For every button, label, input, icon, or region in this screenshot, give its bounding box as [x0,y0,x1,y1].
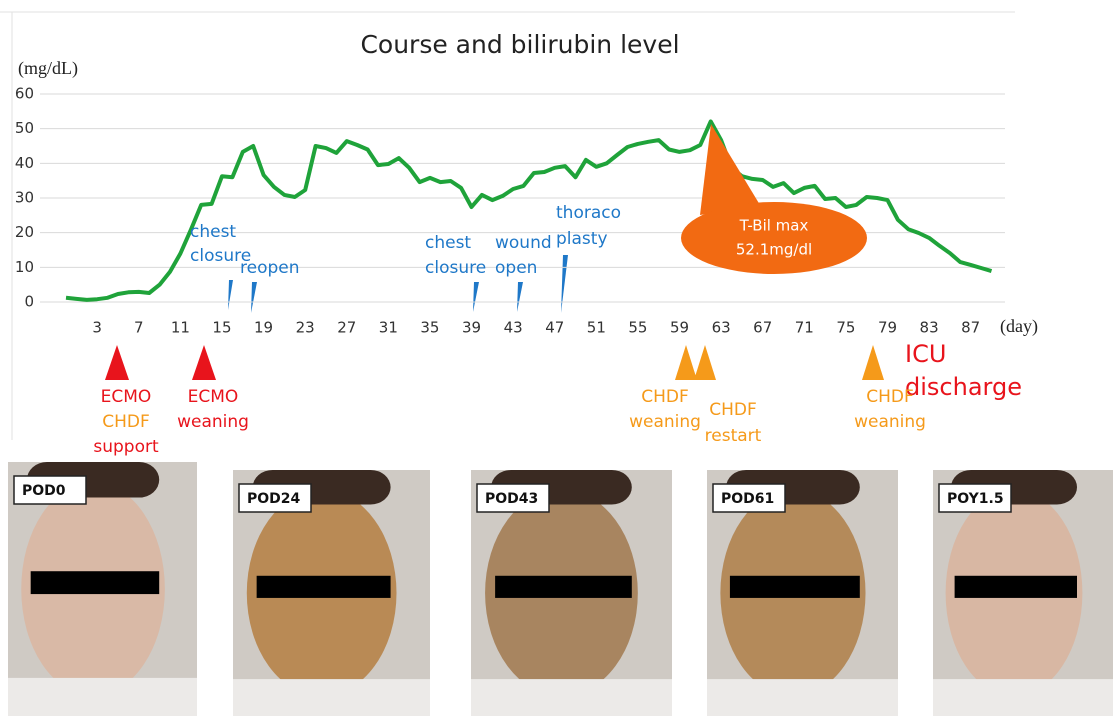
y-tick-label: 60 [15,85,34,103]
x-tick-label: 31 [379,319,398,337]
y-tick-label: 20 [15,223,34,241]
photo-label: POD43 [485,491,538,507]
annotation: closure [425,258,486,278]
photo-eye-bar [730,576,860,598]
x-tick-label: 71 [795,319,814,337]
marker [228,280,233,310]
marker [694,345,716,380]
marker [517,282,523,312]
callout-bubble [681,202,867,274]
annotation: discharge [905,373,1022,401]
marker [862,345,884,380]
annotation: open [495,258,537,278]
marker [561,255,568,313]
y-tick-label: 40 [15,154,34,172]
annotation: T-Bil max [739,217,809,235]
x-tick-label: 15 [212,319,231,337]
annotation: support [93,437,159,457]
photo-eye-bar [955,576,1077,598]
y-tick-label: 50 [15,119,34,137]
annotation: 52.1mg/dl [736,241,812,259]
y-tick-label: 0 [24,293,34,311]
y-tick-label: 10 [15,258,34,276]
x-tick-label: 27 [337,319,356,337]
photo-label: POY1.5 [947,491,1004,507]
annotation: ICU [905,340,946,368]
y-tick-label: 30 [15,189,34,207]
annotation: ECMO [188,387,239,407]
x-tick-label: 43 [504,319,523,337]
photo-eye-bar [495,576,632,598]
plot: 0 10 20 30 40 50 60 3 7 11 15 19 23 27 31 35 39 43 47 51 55 5… [15,85,1005,337]
annotation: ECMO [101,387,152,407]
annotation: CHDF [709,400,757,420]
figure: Course and bilirubin level (mg/dL) (day)… [0,0,1115,716]
marker [675,345,697,380]
x-tick-label: 87 [961,319,980,337]
annotation: weaning [854,412,926,432]
chart-title: Course and bilirubin level [360,30,679,59]
x-axis-label: (day) [1000,316,1038,337]
x-tick-label: 59 [670,319,689,337]
annotation: CHDF [641,387,689,407]
annotation: plasty [556,229,608,249]
photo-clothes [8,678,197,716]
x-tick-label: 11 [171,319,190,337]
marker [105,345,129,380]
photo-clothes [707,679,898,716]
photo-label: POD0 [22,483,66,499]
annotation: CHDF [102,412,150,432]
x-tick-label: 51 [587,319,606,337]
x-tick-label: 3 [92,319,102,337]
x-tick-label: 63 [712,319,731,337]
annotation: weaning [177,412,249,432]
x-tick-label: 75 [836,319,855,337]
x-tick-label: 39 [462,319,481,337]
marker [192,345,216,380]
x-tick-label: 7 [134,319,144,337]
x-tick-label: 47 [545,319,564,337]
annotation: reopen [240,258,300,278]
annotation: thoraco [556,203,621,223]
annotation: chest [190,222,236,242]
x-tick-label: 83 [920,319,939,337]
x-tick-label: 35 [420,319,439,337]
photo-clothes [233,679,430,716]
photos: POD0 POD24 POD43 POD61 POY1.5 [8,462,1113,716]
x-tick-label: 55 [628,319,647,337]
annotation: CHDF [866,387,914,407]
marker [473,282,479,312]
annotation: wound [495,233,552,253]
photo-eye-bar [257,576,391,598]
annotation: weaning [629,412,701,432]
marker [251,282,257,313]
x-tick-label: 23 [296,319,315,337]
x-tick-label: 67 [753,319,772,337]
x-tick-label: 19 [254,319,273,337]
photo-eye-bar [31,571,160,594]
photo-label: POD61 [721,491,774,507]
annotation: restart [705,426,762,446]
x-tick-label: 79 [878,319,897,337]
callout-pointer [700,124,760,215]
photo-clothes [471,679,672,716]
annotation: chest [425,233,471,253]
photo-clothes [933,679,1113,716]
y-axis-label: (mg/dL) [18,58,78,79]
photo-label: POD24 [247,491,301,507]
